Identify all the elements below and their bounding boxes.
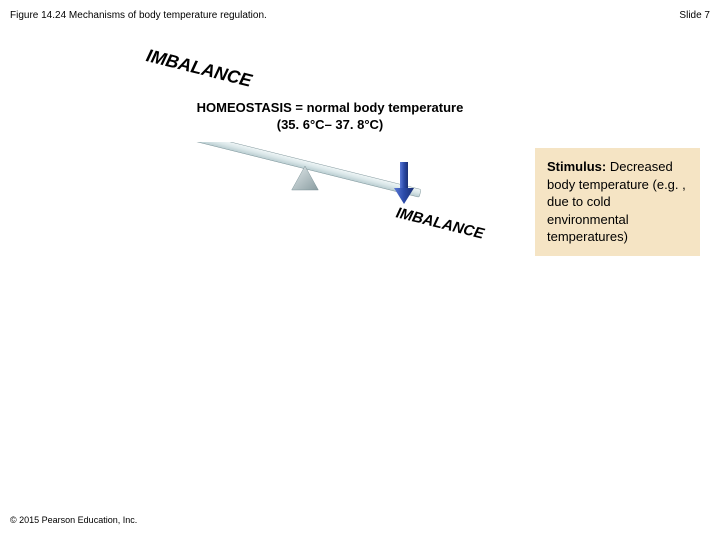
stimulus-box: Stimulus: Decreased body temperature (e.… <box>535 148 700 256</box>
balance-diagram: IMBALANCE HOMEOSTASIS = normal body temp… <box>90 40 520 200</box>
homeostasis-caption: HOMEOSTASIS = normal body temperature (3… <box>170 100 490 134</box>
homeostasis-line2: (35. 6°C– 37. 8°C) <box>277 117 384 132</box>
copyright-text: © 2015 Pearson Education, Inc. <box>10 515 137 525</box>
seesaw-graphic <box>125 142 485 202</box>
figure-label: Figure 14.24 Mechanisms of body temperat… <box>10 10 267 21</box>
homeostasis-line1: HOMEOSTASIS = normal body temperature <box>197 100 464 115</box>
arrow-down-icon <box>392 162 416 206</box>
imbalance-label-top: IMBALANCE <box>144 45 254 92</box>
stimulus-label: Stimulus: <box>547 159 606 174</box>
slide-number: Slide 7 <box>679 10 710 21</box>
imbalance-label-bottom: IMBALANCE <box>394 204 485 242</box>
